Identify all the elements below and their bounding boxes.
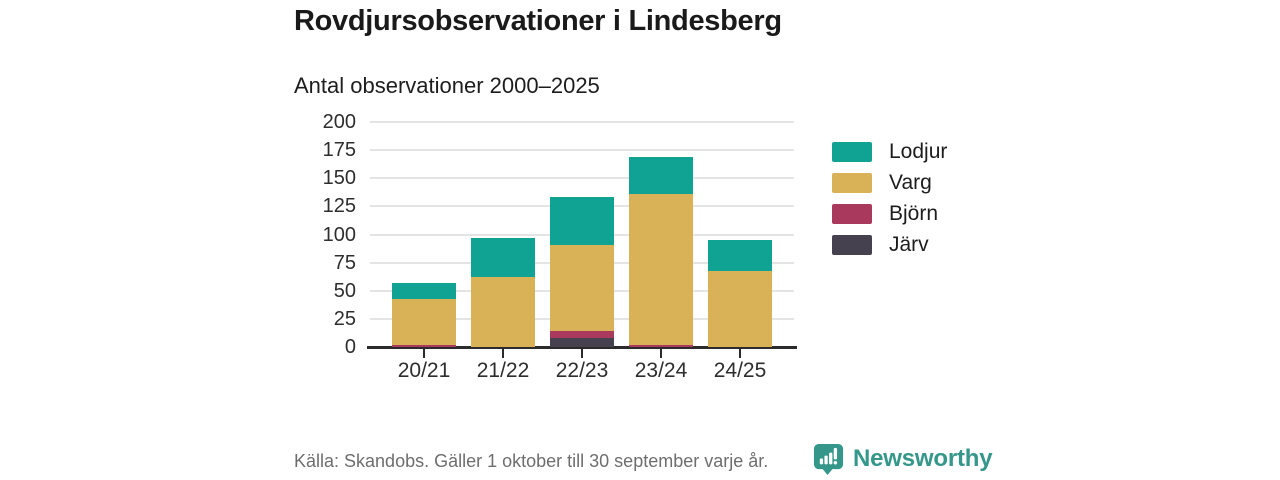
x-axis-tick	[660, 349, 662, 358]
y-tick-label: 50	[333, 279, 356, 302]
bar-segment-20-21-lodjur	[392, 282, 456, 299]
legend-item-lodjur: Lodjur	[832, 139, 948, 163]
legend-swatch-lodjur	[832, 141, 872, 162]
gridline-y-175	[370, 149, 794, 152]
legend-item-varg: Varg	[832, 170, 947, 194]
y-tick-label: 0	[344, 336, 356, 358]
bar-segment-22-23-björn	[550, 331, 614, 338]
x-tick-label: 21/22	[476, 359, 530, 382]
bar-segment-20-21-björn	[392, 344, 456, 347]
y-tick-label: 125	[322, 195, 356, 218]
y-tick-label: 150	[322, 167, 356, 190]
x-axis-tick	[581, 349, 583, 358]
newsworthy-logo: Newsworthy	[812, 442, 993, 475]
x-tick-label: 24/25	[713, 359, 767, 382]
gridline-y-200	[370, 121, 794, 123]
bar-segment-23-24-varg	[629, 194, 693, 345]
legend-swatch-björn	[832, 203, 872, 224]
chart-subtitle: Antal observationer 2000–2025	[294, 73, 600, 98]
bar-segment-22-23-lodjur	[550, 197, 614, 245]
x-axis-tick	[739, 349, 741, 358]
bar-chart-speech-bubble-icon	[813, 443, 844, 475]
y-tick-label: 100	[322, 223, 356, 246]
legend-swatch-varg	[832, 172, 872, 193]
x-tick-label: 20/21	[397, 359, 451, 382]
bar-segment-24-25-lodjur	[708, 240, 772, 271]
chart-title: Rovdjursobservationer i Lindesberg	[294, 5, 782, 37]
x-axis-tick	[423, 349, 425, 358]
legend-label: Järv	[889, 232, 929, 256]
bar-segment-21-22-varg	[471, 277, 535, 347]
bar-segment-20-21-varg	[392, 298, 456, 345]
source-note: Källa: Skandobs. Gäller 1 oktober till 3…	[294, 451, 769, 471]
legend: Lodjur Varg Björn Järv	[832, 139, 948, 265]
y-tick-label: 75	[333, 251, 356, 274]
y-tick-label: 175	[322, 139, 356, 162]
x-axis-tick	[502, 349, 504, 358]
bar-segment-24-25-varg	[708, 270, 772, 347]
y-tick-label: 200	[322, 111, 356, 133]
x-tick-label: 23/24	[634, 359, 688, 382]
bar-segment-22-23-järv	[550, 338, 614, 347]
legend-item-björn: Björn	[832, 201, 947, 225]
x-axis-line	[367, 346, 797, 349]
legend-label: Lodjur	[889, 139, 948, 163]
legend-item-järv: Järv	[832, 232, 947, 256]
gridline-y-150	[370, 177, 794, 180]
bar-segment-23-24-lodjur	[629, 156, 693, 194]
bar-segment-21-22-lodjur	[471, 237, 535, 278]
newsworthy-wordmark: Newsworthy	[853, 444, 993, 472]
legend-label: Varg	[889, 170, 932, 194]
bar-segment-23-24-björn	[629, 344, 693, 347]
x-tick-label: 22/23	[555, 359, 609, 382]
bar-segment-22-23-varg	[550, 244, 614, 332]
legend-swatch-järv	[832, 234, 872, 255]
plot-area: 0 25 50 75 100 125 150 175 200 20/21 21/22 22/23 23/…	[323, 111, 797, 382]
legend-label: Björn	[889, 201, 939, 225]
y-tick-label: 25	[333, 307, 356, 330]
